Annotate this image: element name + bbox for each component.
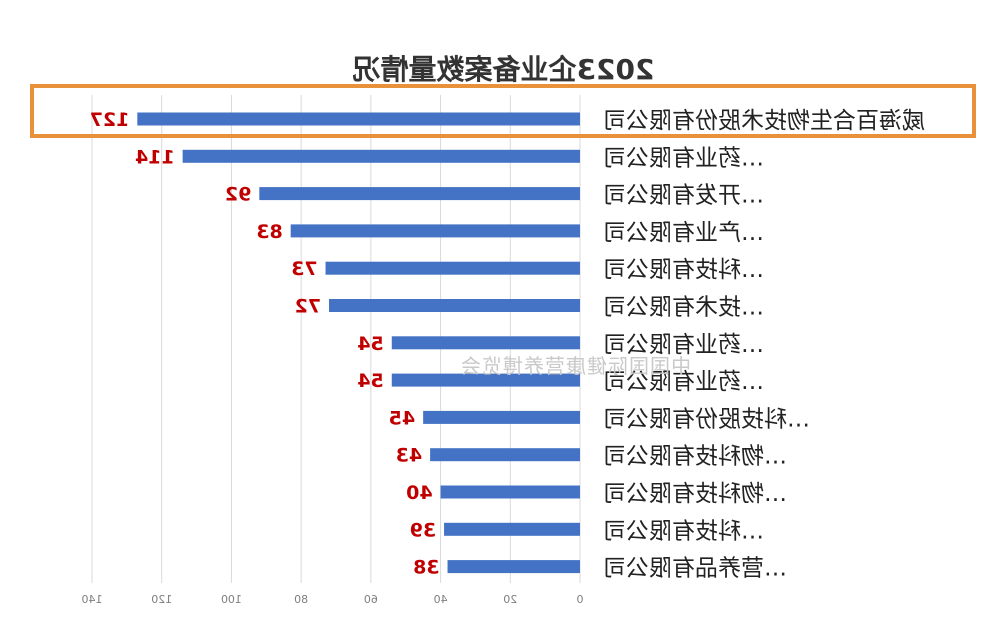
category-label: 威海百合生物技术股份有限公司 <box>603 108 925 134</box>
bar <box>329 299 580 312</box>
x-tick-label: 100 <box>221 593 242 606</box>
x-tick-label: 140 <box>82 593 103 606</box>
category-label: …科技有限公司 <box>603 257 764 283</box>
bar <box>182 149 580 163</box>
data-label: 40 <box>406 482 432 504</box>
x-tick-label: 40 <box>434 593 448 606</box>
data-label: 39 <box>410 519 436 541</box>
data-label: 114 <box>135 146 175 168</box>
data-label: 45 <box>389 407 415 429</box>
x-tick-label: 60 <box>364 593 378 606</box>
data-label: 127 <box>90 109 130 131</box>
category-label: …物科技有限公司 <box>603 481 787 507</box>
data-label: 38 <box>413 557 439 579</box>
category-label: …技术有限公司 <box>603 295 764 321</box>
data-label: 83 <box>256 221 282 243</box>
category-label: …药业有限公司 <box>603 332 764 358</box>
category-label: …物科技有限公司 <box>603 444 787 470</box>
bar <box>290 224 580 238</box>
data-label: 72 <box>295 296 321 318</box>
bar <box>440 485 580 499</box>
bar <box>430 448 580 462</box>
data-label: 54 <box>357 333 383 355</box>
bar <box>391 336 580 350</box>
watermark-text: 中国国际健康营养博览会 <box>460 354 691 378</box>
category-label: …药业有限公司 <box>603 145 764 171</box>
category-label: …药业有限公司 <box>603 369 764 395</box>
x-tick-label: 20 <box>503 593 517 606</box>
x-tick-label: 0 <box>577 593 584 606</box>
x-tick-label: 80 <box>294 593 308 606</box>
category-label: …科技有限公司 <box>603 518 764 544</box>
category-label: …开发有限公司 <box>603 183 764 209</box>
highlight-box <box>30 84 976 138</box>
data-label: 92 <box>225 184 251 206</box>
bar <box>325 261 580 275</box>
bar <box>391 373 580 387</box>
x-tick-label: 120 <box>151 593 172 606</box>
bar <box>447 560 580 574</box>
category-label: …科技股份有限公司 <box>603 406 810 432</box>
data-label: 73 <box>291 258 317 280</box>
bar <box>259 187 580 201</box>
bar <box>137 112 581 126</box>
category-label: …营养品有限公司 <box>603 556 787 582</box>
bar <box>423 410 580 424</box>
data-label: 43 <box>396 445 422 467</box>
data-label: 54 <box>357 370 383 392</box>
bar <box>444 522 580 536</box>
category-label: …产业有限公司 <box>603 220 764 246</box>
